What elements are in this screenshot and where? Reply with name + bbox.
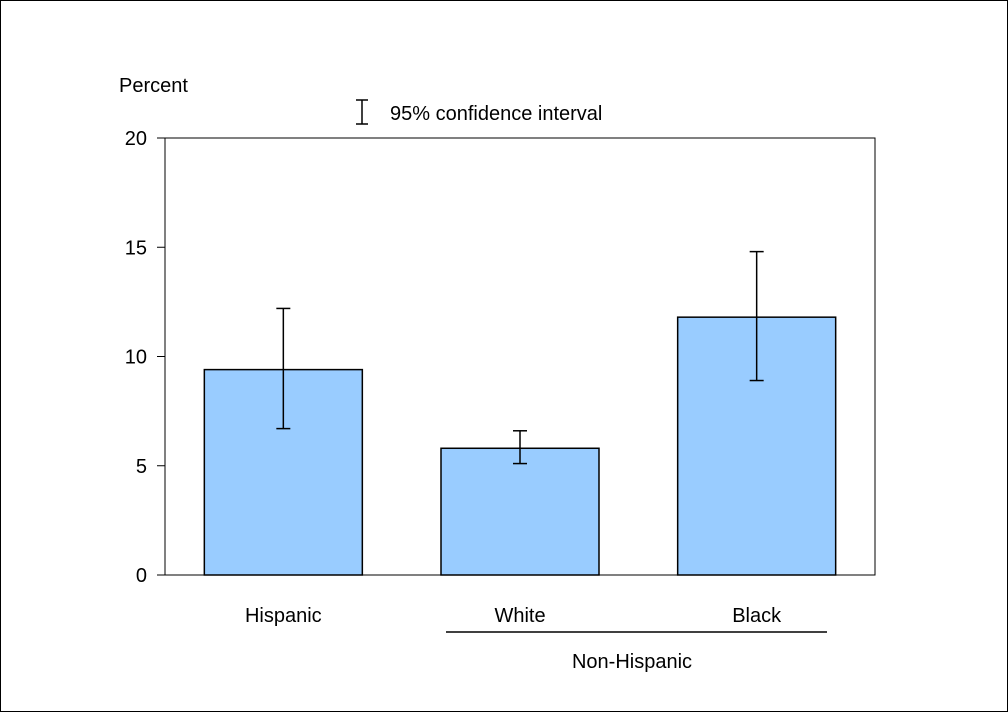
x-tick-label: Black bbox=[732, 605, 782, 627]
y-tick-label: 10 bbox=[125, 347, 147, 369]
y-axis-label: Percent bbox=[119, 75, 188, 97]
y-tick-label: 0 bbox=[136, 565, 147, 587]
group-label: Non-Hispanic bbox=[572, 651, 692, 673]
x-tick-label: White bbox=[494, 605, 545, 627]
x-axis: Hispanic White Black bbox=[245, 605, 782, 627]
bars-group bbox=[203, 250, 837, 576]
bar-white bbox=[440, 447, 600, 576]
legend-label: 95% confidence interval bbox=[390, 103, 602, 125]
y-tick-label: 15 bbox=[125, 237, 147, 259]
x-tick-label: Hispanic bbox=[245, 605, 322, 627]
y-tick-label: 20 bbox=[125, 128, 147, 150]
y-axis: 0 5 10 15 20 bbox=[125, 128, 165, 587]
legend: 95% confidence interval bbox=[356, 99, 602, 125]
y-tick-label: 5 bbox=[136, 456, 147, 478]
